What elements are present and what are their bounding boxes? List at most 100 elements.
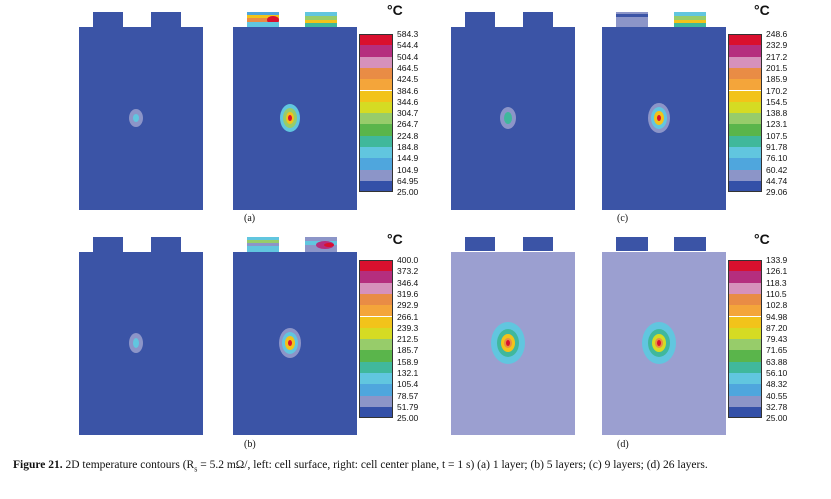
legend-tick-label: 158.9 bbox=[397, 356, 419, 367]
legend-swatch bbox=[359, 395, 393, 407]
legend-swatch bbox=[728, 339, 762, 351]
caption-subscript: s bbox=[194, 464, 198, 474]
figure-caption: Figure 21. 2D temperature contours (Rs =… bbox=[13, 459, 708, 473]
legend-swatch bbox=[359, 67, 393, 80]
legend-swatch bbox=[728, 180, 762, 193]
panel-b: °C 400.0 373.2 346.4 319.6 292.9 266.1 239.3 21… bbox=[0, 0, 420, 460]
legend-tick-label: 25.00 bbox=[397, 187, 419, 198]
legend-tick-label: 304.7 bbox=[397, 108, 419, 119]
legend-swatch bbox=[359, 282, 393, 294]
cell-surface-image bbox=[451, 237, 575, 435]
panel-c: °C 248.6 232.9 217.2 201.5 185.9 170.2 154.5 13… bbox=[0, 0, 831, 230]
legend-frame bbox=[728, 34, 762, 193]
color-legend: 400.0 373.2 346.4 319.6 292.9 266.1 239.3 212.5… bbox=[359, 255, 454, 430]
legend-swatch bbox=[728, 90, 762, 102]
legend-swatch bbox=[728, 384, 762, 396]
legend-swatch bbox=[728, 316, 762, 328]
cell-center-image bbox=[602, 12, 726, 210]
legend-tick-label: 424.5 bbox=[397, 74, 419, 85]
cell-center-image bbox=[602, 237, 726, 435]
legend-frame bbox=[728, 260, 762, 419]
legend-swatch bbox=[728, 271, 762, 283]
legend-tick-label: 79.43 bbox=[766, 334, 788, 345]
legend-tick-label: 32.78 bbox=[766, 401, 788, 412]
legend-swatch bbox=[359, 169, 393, 181]
legend-tick-label: 48.32 bbox=[766, 379, 788, 390]
legend-tick-label: 266.1 bbox=[397, 311, 419, 322]
legend-swatch bbox=[359, 406, 393, 419]
legend-swatch bbox=[359, 260, 393, 272]
legend-tick-label: 504.4 bbox=[397, 51, 419, 62]
surface-tab-right bbox=[151, 12, 181, 28]
unit-label: °C bbox=[387, 231, 403, 247]
caption-text-post: = 5.2 mΩ/, left: cell surface, right: ce… bbox=[197, 459, 708, 471]
legend-swatch bbox=[728, 260, 762, 272]
legend-tick-label: 51.79 bbox=[397, 401, 419, 412]
legend-swatch bbox=[728, 327, 762, 340]
legend-swatch bbox=[728, 45, 762, 57]
legend-swatch bbox=[359, 124, 393, 136]
legend-tick-label: 87.20 bbox=[766, 322, 788, 333]
legend-tick-label: 102.8 bbox=[766, 300, 788, 311]
legend-swatch bbox=[359, 56, 393, 68]
unit-label: °C bbox=[754, 2, 770, 18]
legend-tick-label: 118.3 bbox=[766, 277, 787, 288]
cell-center-image bbox=[233, 237, 357, 435]
legend-swatch bbox=[359, 339, 393, 351]
legend-tick-label: 212.5 bbox=[397, 334, 419, 345]
caption-text-pre: 2D temperature contours (R bbox=[62, 459, 195, 471]
legend-swatch bbox=[359, 180, 393, 193]
legend-swatch bbox=[359, 79, 393, 91]
panel-label: (a) bbox=[244, 213, 256, 224]
legend-tick-label: 60.42 bbox=[766, 164, 788, 175]
legend-tick-label: 29.06 bbox=[766, 187, 788, 198]
hotspot-inner bbox=[133, 114, 139, 122]
legend-tick-label: 264.7 bbox=[397, 119, 419, 130]
legend-tick-label: 185.9 bbox=[766, 74, 788, 85]
legend-tick-label: 154.5 bbox=[766, 96, 788, 107]
panel-label: (c) bbox=[617, 213, 629, 224]
legend-swatch bbox=[728, 101, 762, 114]
cell-center-image bbox=[233, 12, 357, 210]
legend-tick-label: 138.8 bbox=[766, 108, 788, 119]
legend-swatch bbox=[728, 67, 762, 80]
legend-tick-label: 40.55 bbox=[766, 390, 788, 401]
legend-swatch bbox=[728, 158, 762, 170]
legend-swatch bbox=[359, 101, 393, 114]
legend-tick-label: 384.6 bbox=[397, 85, 419, 96]
legend-tick-label: 185.7 bbox=[397, 345, 419, 356]
legend-swatch bbox=[359, 305, 393, 317]
legend-tick-label: 104.9 bbox=[397, 164, 419, 175]
legend-swatch bbox=[728, 56, 762, 68]
legend-tick-label: 248.6 bbox=[766, 29, 788, 39]
legend-swatch bbox=[728, 373, 762, 385]
legend-swatch bbox=[359, 135, 393, 147]
unit-label: °C bbox=[387, 2, 403, 18]
surface-tab-left bbox=[93, 12, 123, 28]
legend-swatch bbox=[359, 384, 393, 396]
panel-label: (b) bbox=[244, 439, 256, 450]
color-legend: 248.6 232.9 217.2 201.5 185.9 170.2 154.5 138.8… bbox=[728, 29, 823, 204]
legend-swatch bbox=[359, 45, 393, 57]
panel-label: (d) bbox=[617, 439, 629, 450]
cell-surface-image bbox=[79, 12, 203, 210]
legend-tick-label: 107.5 bbox=[766, 130, 788, 141]
legend-swatch bbox=[728, 305, 762, 317]
legend-tick-label: 63.88 bbox=[766, 356, 788, 367]
legend-tick-label: 56.10 bbox=[766, 368, 788, 378]
caption-label: Figure 21. bbox=[13, 459, 63, 471]
legend-swatch bbox=[359, 327, 393, 340]
legend-swatch bbox=[728, 34, 762, 46]
legend-swatch bbox=[359, 34, 393, 46]
legend-swatch bbox=[359, 113, 393, 125]
legend-tick-label: 346.4 bbox=[397, 277, 419, 288]
legend-swatch bbox=[728, 113, 762, 125]
legend-tick-label: 464.5 bbox=[397, 62, 419, 73]
legend-swatch bbox=[359, 293, 393, 306]
legend-tick-label: 170.2 bbox=[766, 85, 788, 96]
legend-tick-label: 64.95 bbox=[397, 175, 419, 186]
legend-swatch bbox=[728, 124, 762, 136]
legend-tick-label: 224.8 bbox=[397, 130, 419, 141]
legend-tick-label: 25.00 bbox=[766, 413, 788, 424]
